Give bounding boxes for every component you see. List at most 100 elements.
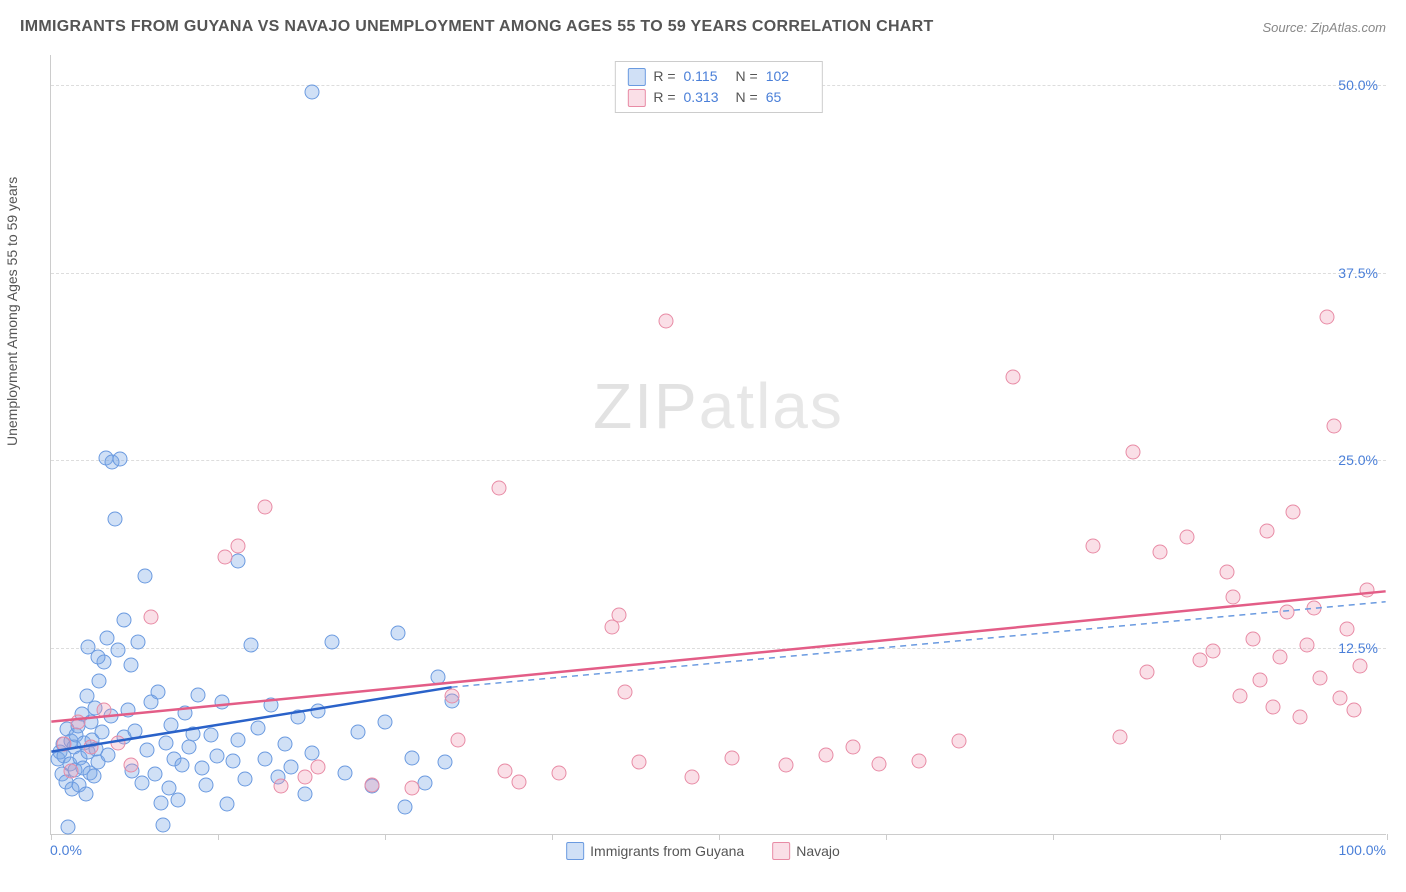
data-point [1326,419,1341,434]
data-point [1246,632,1261,647]
data-point [1339,621,1354,636]
data-point [364,777,379,792]
x-tick [385,834,386,840]
data-point [658,314,673,329]
data-point [418,776,433,791]
legend-n-value: 65 [766,87,810,108]
x-tick [719,834,720,840]
legend-item: Navajo [772,842,840,860]
data-point [84,740,99,755]
data-point [257,752,272,767]
data-point [181,740,196,755]
data-point [912,753,927,768]
data-point [264,698,279,713]
data-point [128,723,143,738]
data-point [1005,369,1020,384]
data-point [124,657,139,672]
legend-n-value: 102 [766,66,810,87]
data-point [1353,659,1368,674]
data-point [551,765,566,780]
y-tick-label: 50.0% [1338,77,1378,93]
data-point [231,554,246,569]
data-point [404,780,419,795]
data-point [92,674,107,689]
data-point [351,725,366,740]
data-point [685,770,700,785]
data-point [110,735,125,750]
x-tick [218,834,219,840]
data-point [818,747,833,762]
data-point [153,795,168,810]
data-point [872,756,887,771]
data-point [491,480,506,495]
data-point [284,759,299,774]
x-tick [1220,834,1221,840]
legend-swatch [772,842,790,860]
data-point [1226,590,1241,605]
legend-swatch [566,842,584,860]
data-point [1179,530,1194,545]
data-point [251,720,266,735]
data-point [431,669,446,684]
data-point [324,635,339,650]
data-point [177,705,192,720]
data-point [1333,690,1348,705]
data-point [124,758,139,773]
data-point [611,608,626,623]
data-point [511,774,526,789]
trend-lines-layer [51,55,1386,834]
data-point [1319,309,1334,324]
data-point [1219,564,1234,579]
data-point [952,734,967,749]
data-point [1126,444,1141,459]
x-tick [886,834,887,840]
data-point [190,687,205,702]
data-point [134,776,149,791]
data-point [215,695,230,710]
correlation-legend: R =0.115N =102R =0.313N =65 [614,61,822,113]
data-point [444,689,459,704]
data-point [194,761,209,776]
data-point [337,765,352,780]
x-tick [1053,834,1054,840]
legend-n-label: N = [736,66,758,87]
x-tick [51,834,52,840]
data-point [1346,702,1361,717]
data-point [117,612,132,627]
data-point [70,714,85,729]
legend-r-label: R = [653,87,675,108]
legend-r-label: R = [653,66,675,87]
data-point [164,717,179,732]
data-point [144,609,159,624]
data-point [204,728,219,743]
legend-swatch [627,68,645,86]
legend-swatch [627,89,645,107]
x-tick [552,834,553,840]
legend-label: Immigrants from Guyana [590,843,744,859]
data-point [451,732,466,747]
data-point [170,792,185,807]
data-point [845,740,860,755]
data-point [257,500,272,515]
watermark: ZIPatlas [593,369,844,443]
data-point [311,759,326,774]
data-point [277,737,292,752]
data-point [1152,545,1167,560]
legend-r-value: 0.115 [684,66,728,87]
gridline [51,460,1386,461]
source-attribution: Source: ZipAtlas.com [1262,20,1386,35]
y-tick-label: 25.0% [1338,452,1378,468]
data-point [1192,653,1207,668]
data-point [1306,600,1321,615]
data-point [304,84,319,99]
gridline [51,273,1386,274]
data-point [237,771,252,786]
data-point [61,819,76,834]
data-point [100,630,115,645]
data-point [150,684,165,699]
data-point [378,714,393,729]
data-point [1112,729,1127,744]
data-point [291,710,306,725]
data-point [108,512,123,527]
series-legend: Immigrants from Guyana Navajo [566,842,840,860]
